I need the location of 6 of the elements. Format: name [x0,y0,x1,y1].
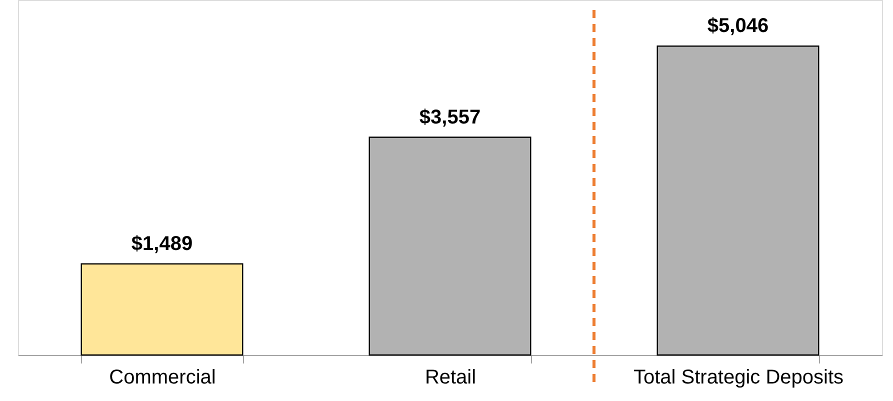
x-tick-label: Retail [424,366,476,388]
x-tick-label: Commercial [109,366,216,388]
data-label: $5,046 [707,15,769,38]
data-label: $1,489 [131,232,193,255]
data-label: $3,557 [419,106,481,128]
x-tick-label: Total Strategic Deposits [633,366,844,388]
